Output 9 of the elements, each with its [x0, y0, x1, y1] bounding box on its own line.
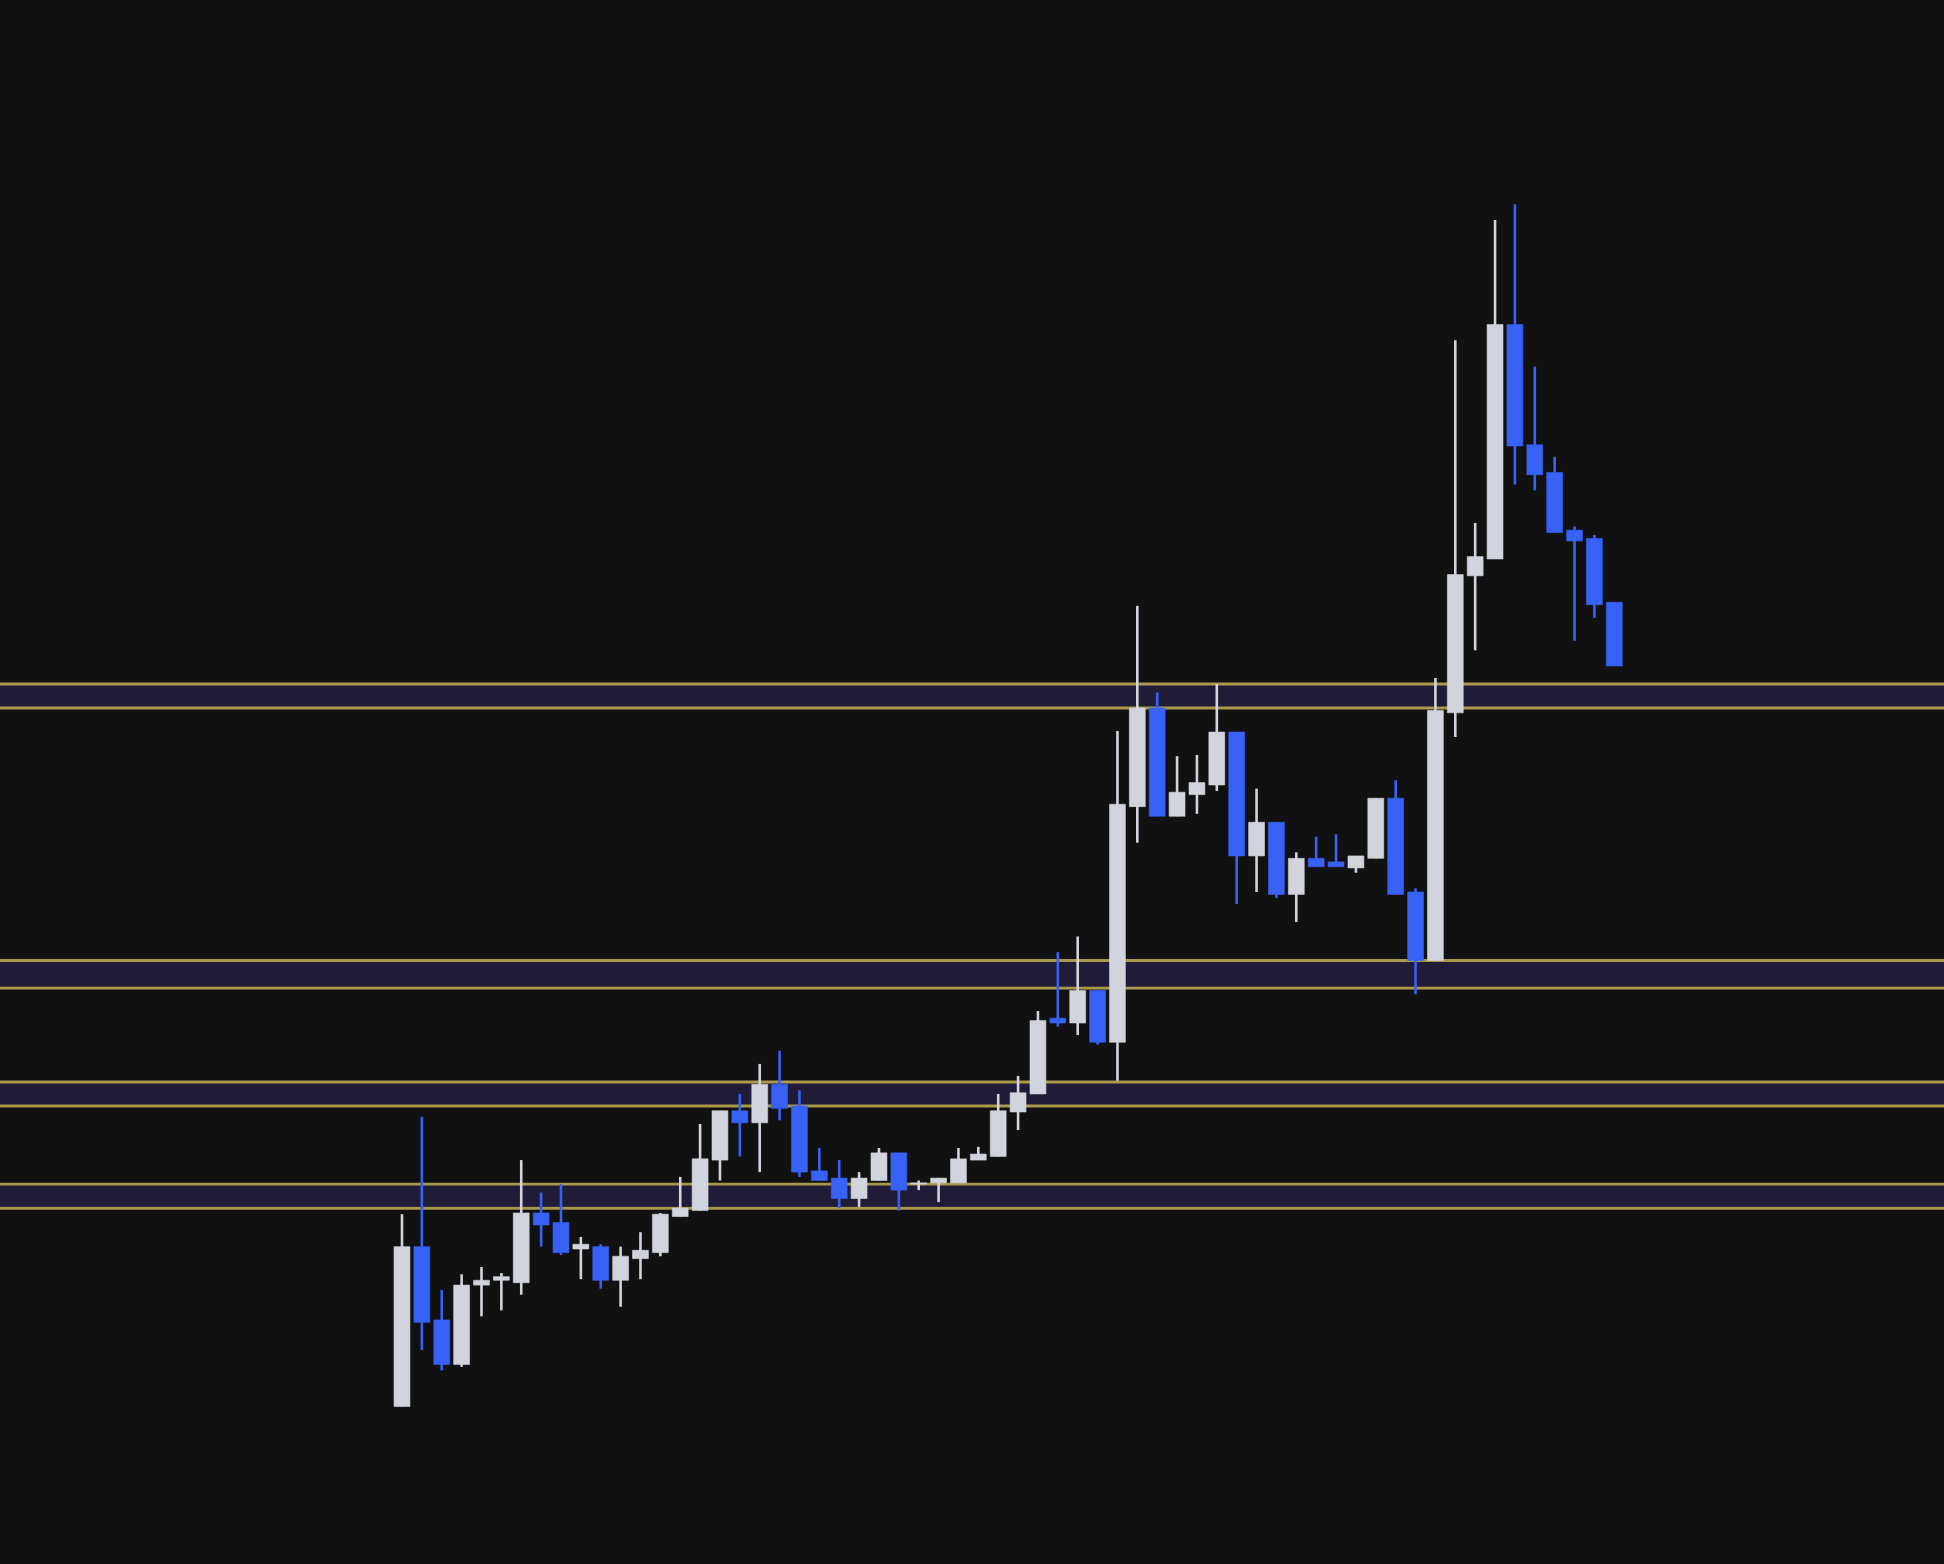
candlestick — [890, 1151, 908, 1212]
candlestick — [1288, 851, 1305, 924]
candlestick — [1248, 787, 1265, 894]
candlestick — [731, 1092, 749, 1158]
candlestick — [592, 1242, 609, 1290]
candlestick — [1069, 935, 1086, 1037]
candlestick — [572, 1235, 590, 1281]
candlestick — [751, 1062, 768, 1174]
candlestick — [1049, 950, 1067, 1028]
